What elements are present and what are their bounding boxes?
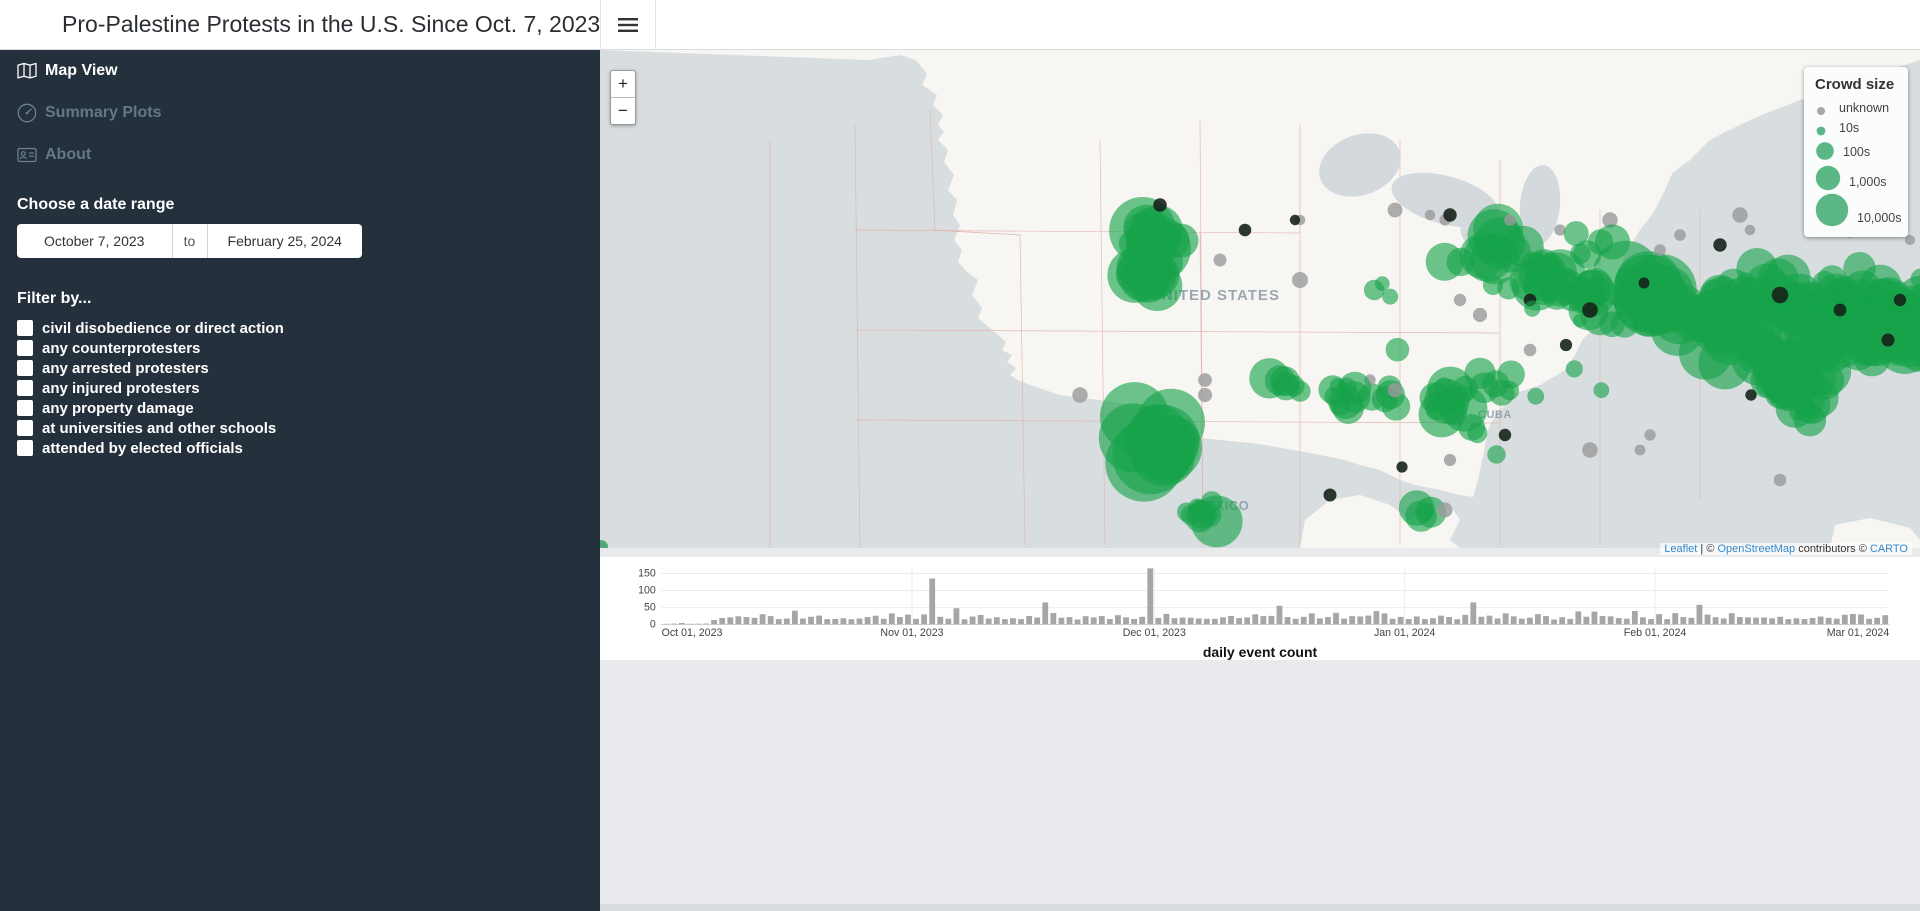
svg-text:Feb 01, 2024: Feb 01, 2024 bbox=[1624, 627, 1687, 639]
svg-text:Oct 01, 2023: Oct 01, 2023 bbox=[662, 627, 723, 639]
svg-text:Dec 01, 2023: Dec 01, 2023 bbox=[1123, 627, 1186, 639]
svg-text:Mar 01, 2024: Mar 01, 2024 bbox=[1827, 627, 1890, 639]
svg-text:0: 0 bbox=[650, 618, 656, 630]
svg-text:150: 150 bbox=[638, 567, 656, 579]
svg-text:100: 100 bbox=[638, 584, 656, 596]
svg-text:Jan 01, 2024: Jan 01, 2024 bbox=[1374, 627, 1435, 639]
svg-text:Nov 01, 2023: Nov 01, 2023 bbox=[880, 627, 943, 639]
svg-text:50: 50 bbox=[644, 601, 656, 613]
